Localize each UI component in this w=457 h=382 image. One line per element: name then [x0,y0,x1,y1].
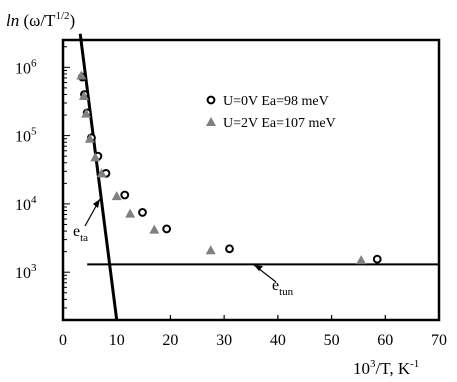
x-tick-label: 40 [270,332,286,349]
point-u2v [111,191,122,201]
fit-lines [78,33,439,321]
x-tick-label: 10 [109,332,125,349]
point-u2v [81,108,92,118]
y-axis-label: ln (ω/T1/2) [6,10,75,30]
arrowhead-e-tun [254,265,263,271]
y-tick-label: 103 [15,262,37,282]
y-tick-label: 106 [15,57,37,77]
legend-label-u0: U=0V Ea=98 meV [223,94,329,109]
x-axis-label: 103/T, K-1 [353,358,419,378]
point-u0v [138,208,147,217]
point-u0v [120,190,130,200]
point-u2v [125,208,136,218]
y-tick-label: 105 [15,126,37,146]
point-u2v [205,245,216,255]
point-u2v [356,255,367,265]
point-u0v [162,224,172,234]
annotation-e-ta: eta [73,198,101,244]
axis-ticks: 0 10 20 30 40 50 60 70 103 104 105 106 [15,46,447,349]
y-tick-label: 104 [15,194,37,214]
point-u2v [76,70,87,80]
point-u0v [372,254,382,264]
legend-marker-u0 [206,95,216,105]
legend-label-u2: U=2V Ea=107 meV [223,116,336,131]
x-tick-label: 20 [162,332,178,349]
legend: U=0V Ea=98 meV U=2V Ea=107 meV [206,94,336,131]
x-tick-label: 60 [377,332,393,349]
point-u2v [96,168,107,178]
legend-marker-u2 [206,117,216,126]
x-tick-label: 70 [431,332,447,349]
point-u2v [149,224,160,234]
x-tick-label: 0 [59,332,67,349]
point-u2v [78,91,89,101]
annotation-e-tun: etun [253,264,294,298]
point-u2v [84,133,95,143]
data-points [76,70,382,265]
point-u0v [225,244,234,254]
label-e-tun: etun [272,277,294,298]
label-e-ta: eta [73,223,88,244]
point-u2v [90,152,101,162]
x-tick-label: 50 [324,332,340,349]
x-tick-label: 30 [216,332,232,349]
arrowhead-e-ta [93,199,100,208]
plot-frame [61,38,441,322]
